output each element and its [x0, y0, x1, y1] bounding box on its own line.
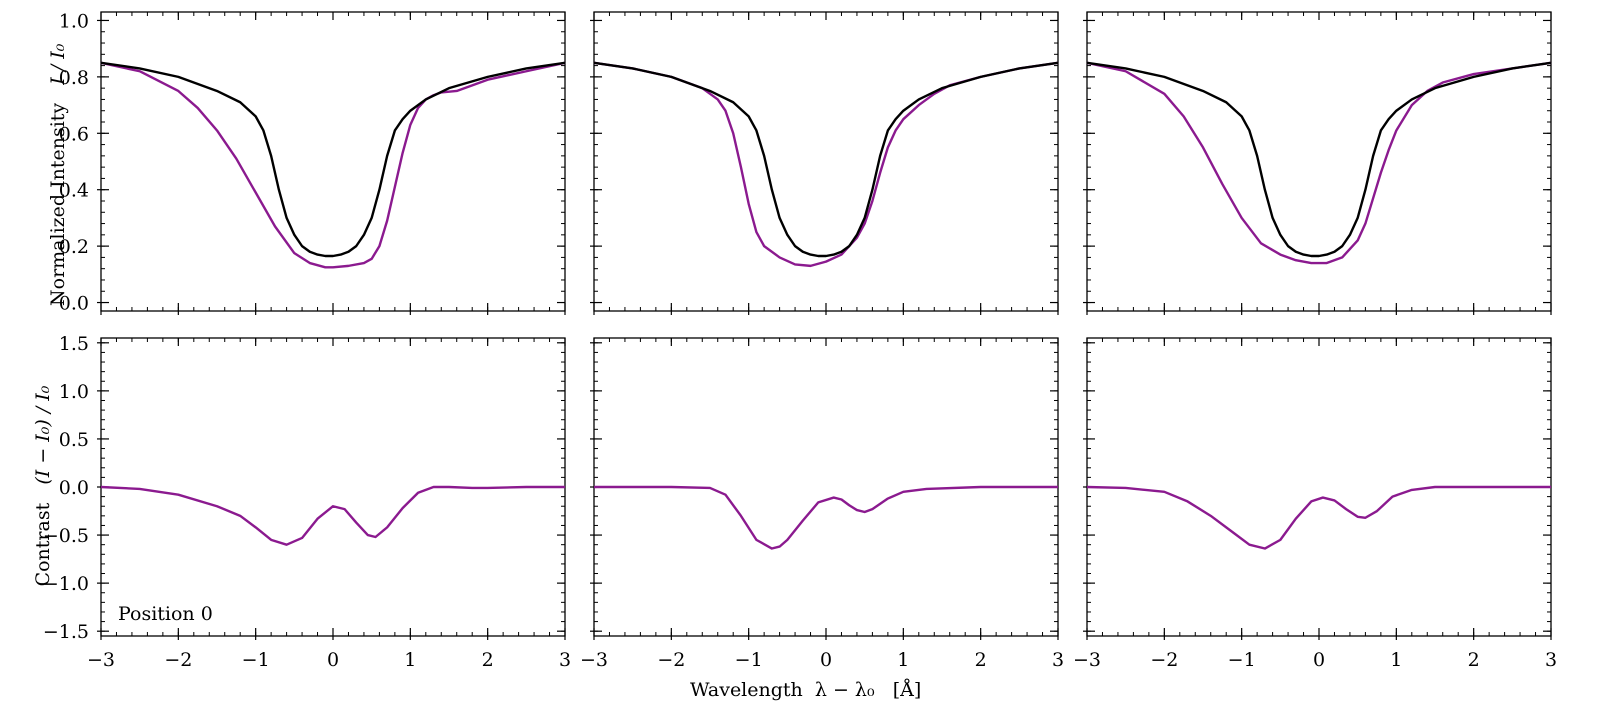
panel-top-1: 0.0 0.2 0.4 0.6 0.8 1.0 [59, 10, 566, 315]
x-tick-label: 3 [1545, 649, 1557, 671]
x-tick-label: 3 [1052, 649, 1064, 671]
x-tick-label: 3 [559, 649, 571, 671]
x-axis-label-text: Wavelength [690, 679, 803, 701]
top-y-axis-label: Normalized Intensity I / I₀ [47, 44, 69, 306]
y-tick-label: −0.5 [43, 525, 89, 547]
reference-profile-line [1086, 61, 1552, 258]
panel-bottom-2: −3 −2 −1 0 1 2 3 [580, 337, 1064, 671]
panel-top-3 [1083, 11, 1552, 315]
contrast-profile-line [594, 485, 1058, 550]
x-tick-label: 1 [897, 649, 909, 671]
y-tick-label: −1.5 [43, 621, 89, 643]
x-tick-label: 2 [975, 649, 987, 671]
panel-bottom-1: −3 −2 −1 0 1 2 3 −1.5 −1.0 −0.5 0.0 0.5 1.0 1.5 [43, 333, 571, 671]
x-tick-label: 0 [820, 649, 832, 671]
intensity-profile-line [100, 61, 566, 269]
bottom-y-axis-label-text: Contrast [32, 502, 54, 587]
panel-top-2 [590, 11, 1059, 315]
y-tick-label: 0.8 [59, 67, 89, 89]
x-tick-label: −2 [657, 649, 685, 671]
position-annotation: Position 0 [118, 603, 213, 625]
y-tick-label: 0.0 [59, 293, 89, 315]
y-tick-label: 0.0 [59, 477, 89, 499]
x-tick-label: −1 [1228, 649, 1256, 671]
intensity-profile-line [593, 61, 1059, 268]
panel-frame [593, 11, 1059, 312]
y-tick-label: 0.6 [59, 123, 89, 145]
y-tick-label: 0.5 [59, 429, 89, 451]
x-tick-label: −1 [242, 649, 270, 671]
panel-frame [1086, 11, 1552, 312]
x-tick-label: 2 [482, 649, 494, 671]
x-tick-label: 1 [404, 649, 416, 671]
intensity-profile-line [1086, 61, 1552, 265]
top-y-axis-label-text: Normalized Intensity [47, 102, 69, 306]
x-axis-label-unit: [Å] [892, 679, 922, 701]
contrast-profile-line [1086, 485, 1551, 550]
x-tick-label: −3 [580, 649, 608, 671]
x-tick-label: −3 [1073, 649, 1101, 671]
x-tick-label: 1 [1390, 649, 1402, 671]
contrast-profile-line [100, 485, 565, 546]
x-tick-label: −2 [164, 649, 192, 671]
reference-profile-line [100, 61, 566, 258]
y-tick-label: −1.0 [43, 573, 89, 595]
x-tick-label: 0 [327, 649, 339, 671]
top-y-axis-label-math: I / I₀ [47, 43, 69, 85]
x-tick-label: 2 [1468, 649, 1480, 671]
y-tick-label: 1.0 [59, 10, 89, 32]
y-tick-label: 1.5 [59, 333, 89, 355]
y-tick-label: 0.4 [59, 180, 89, 202]
x-tick-label: 0 [1313, 649, 1325, 671]
x-axis-label: Wavelength λ − λ₀ [Å] [690, 679, 921, 701]
bottom-y-axis-label-math: (I − I₀) / I₀ [32, 385, 54, 485]
panels-group: 0.0 0.2 0.4 0.6 0.8 1.0 −3 −2 −1 0 1 2 3 −1.5 −1.0 −0.5… [43, 10, 1557, 671]
x-tick-label: −3 [87, 649, 115, 671]
panel-bottom-3: −3 −2 −1 0 1 2 3 [1073, 337, 1557, 671]
bottom-y-axis-label: Contrast (I − I₀) / I₀ [32, 356, 54, 616]
x-tick-label: −1 [735, 649, 763, 671]
reference-profile-line [593, 61, 1059, 258]
x-tick-label: −2 [1150, 649, 1178, 671]
y-tick-label: 1.0 [59, 381, 89, 403]
y-tick-label: 0.2 [59, 236, 89, 258]
x-axis-label-math: λ − λ₀ [814, 679, 875, 701]
